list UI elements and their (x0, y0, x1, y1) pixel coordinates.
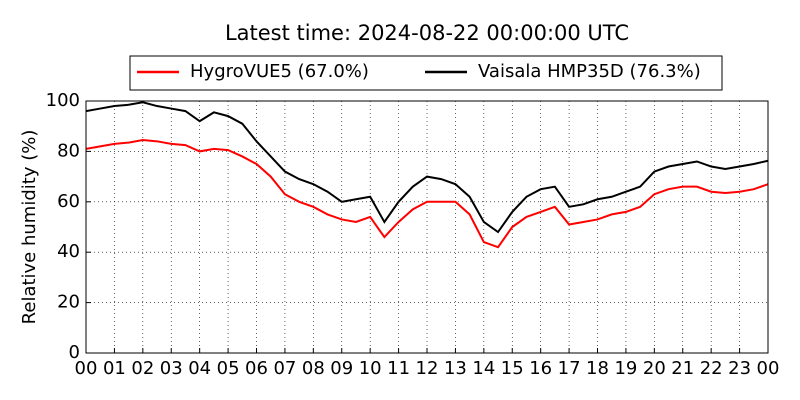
x-tick-label: 19 (614, 358, 637, 379)
x-tick-label: 15 (501, 358, 524, 379)
x-tick-label: 22 (700, 358, 723, 379)
legend-label: HygroVUE5 (67.0%) (190, 61, 369, 82)
x-tick-label: 23 (728, 358, 751, 379)
y-tick-label: 0 (69, 342, 80, 363)
x-tick-label: 02 (131, 358, 154, 379)
y-tick-label: 60 (57, 191, 80, 212)
x-tick-label: 11 (387, 358, 410, 379)
y-tick-label: 20 (57, 292, 80, 313)
x-tick-label: 03 (160, 358, 183, 379)
x-tick-label: 21 (671, 358, 694, 379)
x-tick-label: 00 (757, 358, 780, 379)
x-tick-label: 00 (75, 358, 98, 379)
x-tick-label: 20 (643, 358, 666, 379)
y-tick-label: 40 (57, 241, 80, 262)
x-tick-label: 06 (245, 358, 268, 379)
x-tick-label: 04 (188, 358, 211, 379)
x-tick-label: 01 (103, 358, 126, 379)
plot-frame (85, 100, 769, 354)
x-tick-label: 17 (558, 358, 581, 379)
x-tick-label: 07 (273, 358, 296, 379)
legend-label: Vaisala HMP35D (76.3%) (478, 61, 701, 82)
x-tick-label: 09 (330, 358, 353, 379)
data-line (85, 139, 769, 249)
y-tick-label: 80 (57, 140, 80, 161)
x-tick-label: 10 (359, 358, 382, 379)
x-tick-label: 08 (302, 358, 325, 379)
x-tick-label: 13 (444, 358, 467, 379)
y-tick-label: 100 (46, 90, 80, 111)
data-line (85, 101, 769, 234)
x-tick-label: 05 (217, 358, 240, 379)
x-tick-label: 14 (472, 358, 495, 379)
x-tick-label: 16 (529, 358, 552, 379)
chart-title: Latest time: 2024-08-22 00:00:00 UTC (225, 21, 629, 45)
x-tick-label: 12 (416, 358, 439, 379)
y-axis-label: Relative humidity (%) (19, 130, 40, 325)
x-tick-label: 18 (586, 358, 609, 379)
